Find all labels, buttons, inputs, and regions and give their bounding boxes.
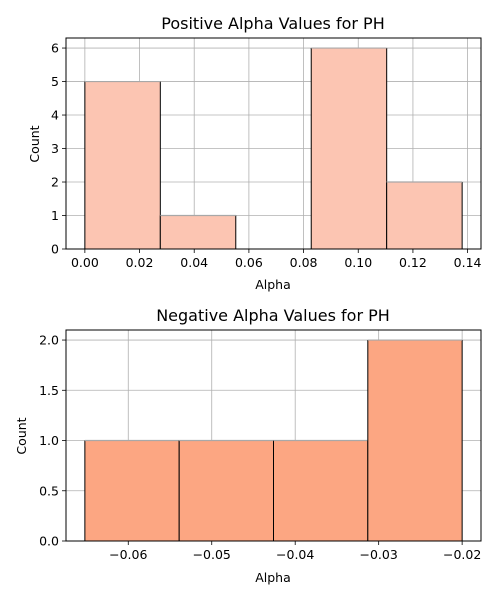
histogram-bar-fill (367, 340, 463, 541)
chart-title: Positive Alpha Values for PH (161, 14, 384, 33)
x-tick-label: −0.02 (443, 547, 481, 562)
histogram-bar (310, 47, 388, 249)
bars (84, 339, 463, 541)
plot-frame (65, 329, 482, 542)
y-axis-label: Count (14, 417, 29, 454)
x-axis-ticks: −0.06 −0.05 −0.04 −0.03 −0.02 (109, 541, 481, 562)
x-tick-label: 0.10 (344, 255, 372, 270)
y-tick-label: 2.0 (39, 333, 59, 348)
y-axis-ticks: 0 1 2 3 4 5 6 (51, 41, 66, 257)
histogram-bar (178, 439, 274, 541)
histogram-bar (273, 439, 369, 541)
histogram-bar (386, 181, 463, 249)
x-tick-label: 0.00 (71, 255, 99, 270)
y-tick-label: 2 (51, 175, 59, 190)
histogram-bar-fill (160, 215, 236, 249)
histogram-bar-fill (179, 440, 274, 541)
x-tick-label: −0.04 (276, 547, 314, 562)
positive-alpha-chart: Positive Alpha Values for PH 0.00 0.02 0.0… (27, 14, 482, 292)
y-tick-label: 1 (51, 208, 59, 223)
x-tick-label: −0.03 (360, 547, 398, 562)
y-tick-label: 6 (51, 41, 59, 56)
x-axis-label: Alpha (255, 277, 291, 292)
x-tick-label: −0.05 (193, 547, 231, 562)
y-axis-ticks: 0.0 0.5 1.0 1.5 2.0 (39, 333, 66, 549)
histogram-bar (367, 339, 463, 541)
y-tick-label: 0 (51, 242, 59, 257)
y-tick-label: 4 (51, 108, 59, 123)
histogram-bar-fill (273, 440, 368, 541)
y-tick-label: 0.5 (39, 483, 59, 498)
histogram-bar-fill (311, 48, 387, 249)
x-tick-label: 0.06 (235, 255, 263, 270)
x-tick-label: 0.04 (180, 255, 208, 270)
x-tick-label: −0.06 (109, 547, 147, 562)
x-tick-label: 0.12 (399, 255, 427, 270)
y-axis-label: Count (27, 125, 42, 162)
x-tick-label: 0.14 (454, 255, 482, 270)
negative-alpha-chart: Negative Alpha Values for PH −0.06 −0.05−… (14, 306, 482, 585)
x-axis-label: Alpha (255, 570, 291, 585)
x-tick-label: 0.08 (290, 255, 318, 270)
histogram-bar (159, 214, 237, 249)
y-tick-label: 1.5 (39, 383, 59, 398)
x-axis-ticks: 0.00 0.02 0.04 0.06 0.08 0.10 0.12 0.14 (71, 249, 482, 270)
y-tick-label: 5 (51, 74, 59, 89)
chart-title: Negative Alpha Values for PH (156, 306, 390, 325)
histogram-bar-fill (386, 182, 463, 249)
histogram-bar (84, 439, 180, 541)
plot-frame (65, 37, 482, 250)
y-tick-label: 1.0 (39, 433, 59, 448)
bars (84, 47, 463, 250)
histogram-bar-fill (84, 440, 180, 541)
y-tick-label: 0.0 (39, 534, 59, 549)
x-tick-label: 0.02 (126, 255, 154, 270)
histogram-bar (84, 80, 161, 250)
y-tick-label: 3 (51, 141, 59, 156)
histogram-bar-fill (84, 81, 161, 250)
